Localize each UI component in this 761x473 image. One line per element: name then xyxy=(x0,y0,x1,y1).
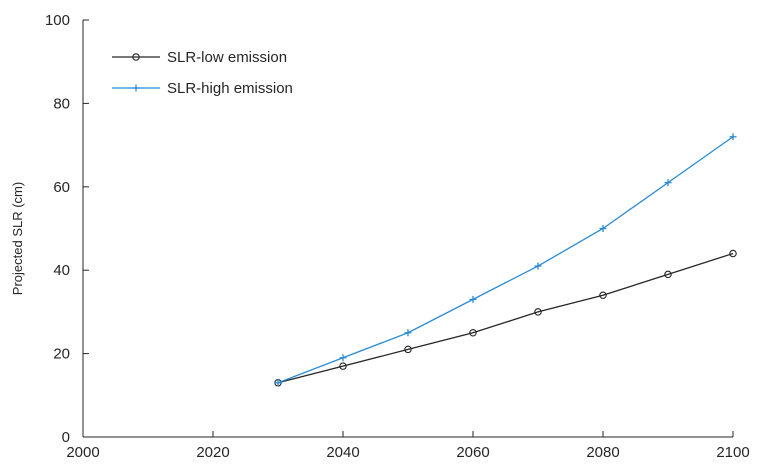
x-tick-label: 2100 xyxy=(716,444,749,461)
data-point-low-emission xyxy=(729,249,737,258)
legend-item-low-emission: SLR-low emission xyxy=(112,49,287,66)
series-high-emission xyxy=(274,133,737,387)
legend-line-sample-high-emission xyxy=(112,84,160,92)
legend-line-sample-low-emission xyxy=(112,53,160,61)
legend-label-high-emission: SLR-high emission xyxy=(167,80,293,97)
data-point-low-emission xyxy=(534,308,542,316)
legend: SLR-low emission SLR-high emission xyxy=(112,49,293,97)
data-point-high-emission xyxy=(404,329,412,337)
y-tick-label: 40 xyxy=(53,262,70,279)
data-point-high-emission xyxy=(599,225,607,232)
data-point-high-emission xyxy=(534,262,542,270)
y-tick-label: 60 xyxy=(53,179,70,196)
x-tick-label: 2020 xyxy=(196,444,229,461)
data-point-high-emission xyxy=(729,133,737,141)
series-line-low-emission xyxy=(277,252,734,384)
x-tick-label: 2060 xyxy=(456,444,489,461)
y-tick-label: 0 xyxy=(62,429,70,446)
data-point-low-emission xyxy=(599,291,607,299)
legend-label-low-emission: SLR-low emission xyxy=(167,49,287,66)
data-point-low-emission xyxy=(404,345,412,354)
x-ticks: 2000 2020 2040 2060 2080 2100 xyxy=(66,431,750,461)
legend-item-high-emission: SLR-high emission xyxy=(112,80,293,97)
legend-marker xyxy=(132,84,140,92)
plot-series xyxy=(274,133,737,387)
y-tick-label: 80 xyxy=(53,95,70,112)
y-tick-label: 100 xyxy=(45,12,70,29)
data-point-high-emission xyxy=(469,295,477,303)
series-line-high-emission xyxy=(277,136,734,384)
data-point-high-emission xyxy=(664,179,672,187)
data-point-low-emission xyxy=(664,270,672,279)
data-point-high-emission xyxy=(339,354,347,362)
data-point-high-emission xyxy=(274,379,282,387)
y-axis-title: Projected SLR (cm) xyxy=(10,182,25,295)
series-low-emission xyxy=(274,249,737,387)
legend-marker xyxy=(132,53,140,61)
x-tick-label: 2080 xyxy=(586,444,619,461)
x-tick-label: 2040 xyxy=(326,444,359,461)
data-point-low-emission xyxy=(469,328,477,337)
x-tick-label: 2000 xyxy=(66,444,99,461)
y-ticks: 0 20 40 60 80 100 xyxy=(45,12,89,446)
data-point-low-emission xyxy=(339,362,347,370)
y-tick-label: 20 xyxy=(53,346,70,363)
